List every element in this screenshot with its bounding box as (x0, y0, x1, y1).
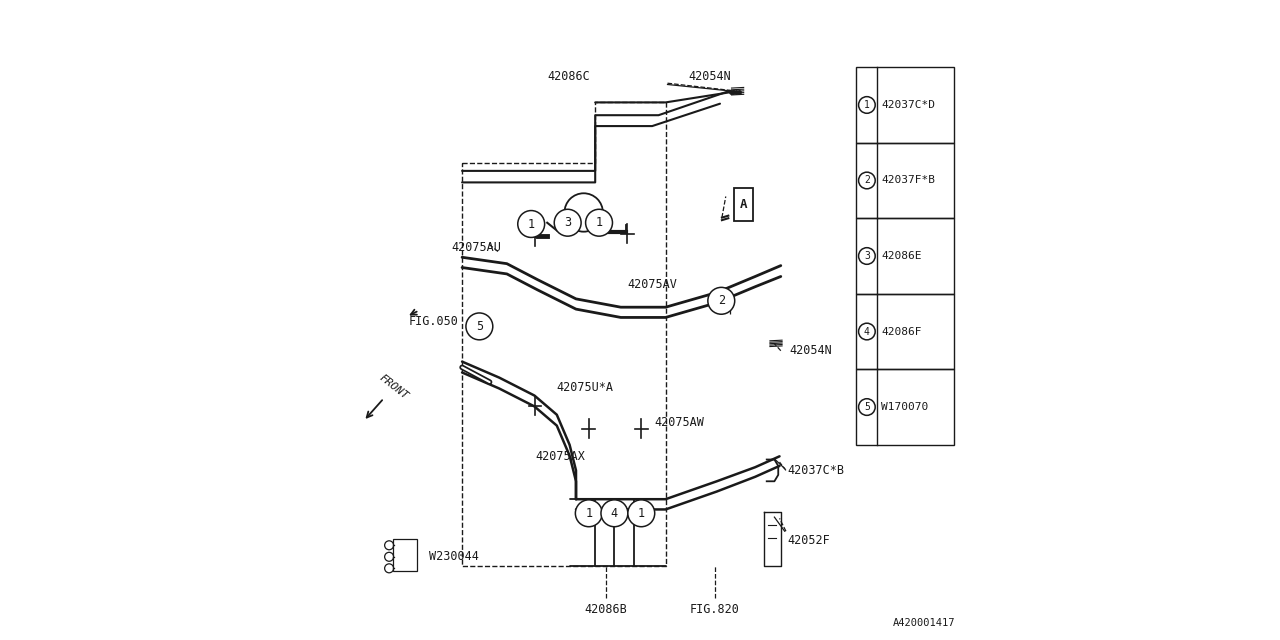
Text: 42075AW: 42075AW (655, 416, 704, 429)
Bar (856, 143, 954, 218)
Circle shape (859, 399, 876, 415)
Text: 1: 1 (585, 507, 593, 520)
Circle shape (859, 97, 876, 113)
Text: 1: 1 (595, 216, 603, 229)
Text: A420001417: A420001417 (892, 618, 955, 628)
Text: 42086F: 42086F (881, 326, 922, 337)
Circle shape (859, 172, 876, 189)
Text: 42054N: 42054N (689, 70, 731, 83)
Circle shape (585, 209, 613, 236)
Circle shape (859, 248, 876, 264)
Text: 2: 2 (718, 294, 724, 307)
Text: FIG.050: FIG.050 (408, 316, 458, 328)
Circle shape (517, 211, 545, 237)
Circle shape (575, 500, 603, 527)
Text: 5: 5 (476, 320, 483, 333)
Text: 2: 2 (864, 175, 870, 186)
Text: W230044: W230044 (429, 550, 479, 563)
Text: 42052F: 42052F (787, 534, 829, 547)
Text: 3: 3 (864, 251, 870, 261)
Text: 3: 3 (564, 216, 571, 229)
Text: 42086B: 42086B (585, 603, 627, 616)
Text: 1: 1 (527, 218, 535, 230)
Text: FRONT: FRONT (378, 372, 411, 401)
Circle shape (708, 287, 735, 314)
Text: 5: 5 (864, 402, 870, 412)
Text: 42075U*A: 42075U*A (557, 381, 614, 394)
Text: 42086C: 42086C (547, 70, 590, 83)
Text: 42075AV: 42075AV (627, 278, 677, 291)
Circle shape (466, 313, 493, 340)
Circle shape (859, 323, 876, 340)
Text: 42075AU: 42075AU (452, 241, 502, 254)
Text: 1: 1 (864, 100, 870, 110)
Bar (856, 218, 954, 294)
Text: 4: 4 (864, 326, 870, 337)
Text: W170070: W170070 (881, 402, 928, 412)
Circle shape (564, 193, 603, 232)
Text: 42086E: 42086E (881, 251, 922, 261)
Text: 1: 1 (637, 507, 645, 520)
Circle shape (602, 500, 628, 527)
Bar (856, 369, 954, 445)
Bar (735, 188, 754, 221)
Circle shape (554, 209, 581, 236)
Text: FIG.820: FIG.820 (690, 603, 740, 616)
Text: A: A (740, 198, 748, 211)
Text: 42037F*B: 42037F*B (881, 175, 936, 186)
Bar (856, 67, 954, 143)
Text: 42054N: 42054N (788, 344, 832, 357)
Text: 42037C*B: 42037C*B (787, 464, 845, 477)
Text: 4: 4 (611, 507, 618, 520)
Bar (393, 539, 417, 571)
Text: 42037C*D: 42037C*D (881, 100, 936, 110)
Bar (856, 294, 954, 369)
Text: 42075AX: 42075AX (535, 450, 585, 463)
Circle shape (627, 500, 655, 527)
